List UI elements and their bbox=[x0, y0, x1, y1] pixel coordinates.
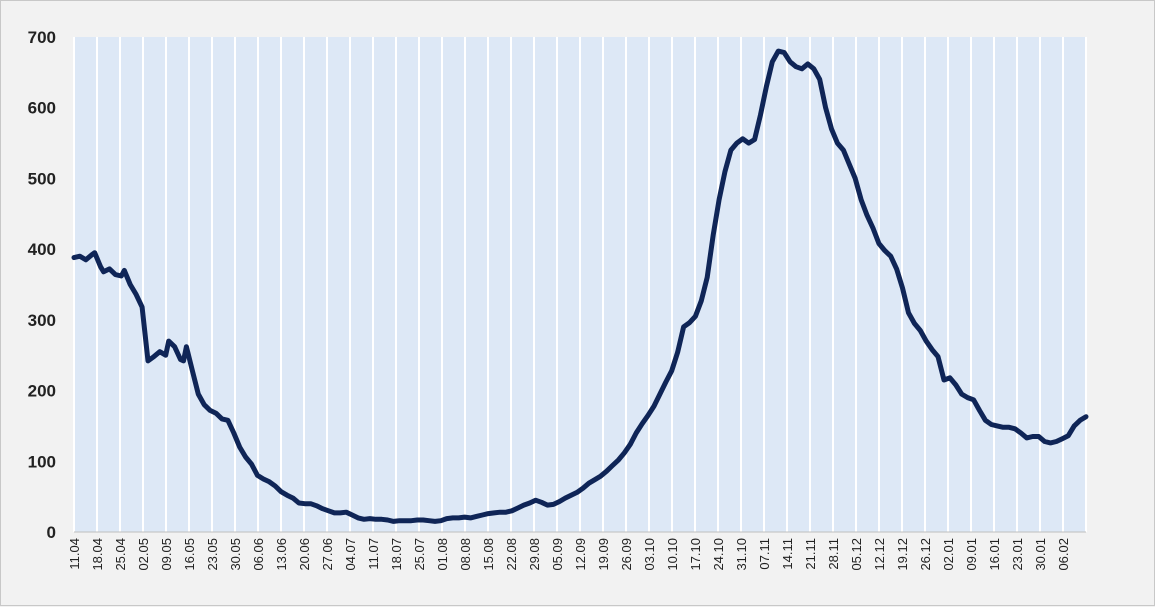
y-tick-label: 500 bbox=[28, 169, 56, 188]
x-tick-label: 13.06 bbox=[274, 538, 289, 571]
x-tick-label: 25.04 bbox=[113, 538, 128, 571]
x-tick-label: 30.05 bbox=[228, 538, 243, 571]
x-tick-label: 26.12 bbox=[918, 538, 933, 571]
x-tick-label: 22.08 bbox=[504, 538, 519, 571]
x-tick-label: 23.05 bbox=[205, 538, 220, 571]
x-tick-label: 16.05 bbox=[182, 538, 197, 571]
x-tick-label: 12.09 bbox=[573, 538, 588, 571]
x-tick-label: 11.04 bbox=[67, 538, 82, 570]
x-tick-label: 24.10 bbox=[711, 538, 726, 571]
x-tick-label: 15.08 bbox=[481, 538, 496, 571]
y-tick-label: 100 bbox=[28, 452, 56, 471]
x-tick-label: 03.10 bbox=[642, 538, 657, 571]
x-tick-label: 18.04 bbox=[90, 538, 105, 571]
x-tick-label: 09.05 bbox=[159, 538, 174, 571]
x-tick-label: 21.11 bbox=[803, 538, 818, 570]
y-tick-label: 200 bbox=[28, 382, 56, 401]
y-tick-label: 300 bbox=[28, 311, 56, 330]
x-tick-label: 02.01 bbox=[941, 538, 956, 571]
x-tick-label: 09.01 bbox=[964, 538, 979, 571]
y-tick-label: 700 bbox=[28, 28, 56, 47]
x-tick-label: 29.08 bbox=[527, 538, 542, 571]
x-tick-label: 07.11 bbox=[757, 538, 772, 570]
y-axis-tick-labels: 0 100 200 300 400 500 600 700 bbox=[28, 28, 56, 542]
x-tick-label: 16.01 bbox=[987, 538, 1002, 571]
y-tick-label: 400 bbox=[28, 240, 56, 259]
x-tick-label: 01.08 bbox=[435, 538, 450, 571]
x-tick-label: 23.01 bbox=[1010, 538, 1025, 571]
x-tick-label: 25.07 bbox=[412, 538, 427, 571]
x-axis-tick-labels: 11.04 18.04 25.04 02.05 09.05 16.05 23.05 30.05… bbox=[67, 538, 1071, 571]
series-line bbox=[71, 48, 1089, 524]
x-tick-label: 06.06 bbox=[251, 538, 266, 571]
x-tick-label: 26.09 bbox=[619, 538, 634, 571]
grid-lines bbox=[73, 37, 1087, 532]
x-tick-label: 19.09 bbox=[596, 538, 611, 571]
x-tick-label: 18.07 bbox=[389, 538, 404, 571]
x-tick-label: 04.07 bbox=[343, 538, 358, 571]
x-tick-label: 28.11 bbox=[826, 538, 841, 570]
x-tick-label: 30.01 bbox=[1033, 538, 1048, 571]
x-tick-label: 27.06 bbox=[320, 538, 335, 571]
x-tick-label: 12.12 bbox=[872, 538, 887, 571]
x-tick-label: 20.06 bbox=[297, 538, 312, 571]
y-tick-label: 0 bbox=[47, 523, 56, 542]
x-tick-label: 08.08 bbox=[458, 538, 473, 571]
x-tick-label: 05.12 bbox=[849, 538, 864, 571]
x-tick-label: 05.09 bbox=[550, 538, 565, 571]
x-tick-label: 06.02 bbox=[1056, 538, 1071, 571]
x-tick-label: 17.10 bbox=[688, 538, 703, 571]
x-tick-label: 14.11 bbox=[780, 538, 795, 570]
x-tick-label: 11.07 bbox=[366, 538, 381, 570]
x-tick-label: 31.10 bbox=[734, 538, 749, 571]
x-tick-label: 10.10 bbox=[665, 538, 680, 571]
x-tick-label: 02.05 bbox=[136, 538, 151, 571]
y-tick-label: 600 bbox=[28, 99, 56, 118]
x-tick-label: 19.12 bbox=[895, 538, 910, 571]
